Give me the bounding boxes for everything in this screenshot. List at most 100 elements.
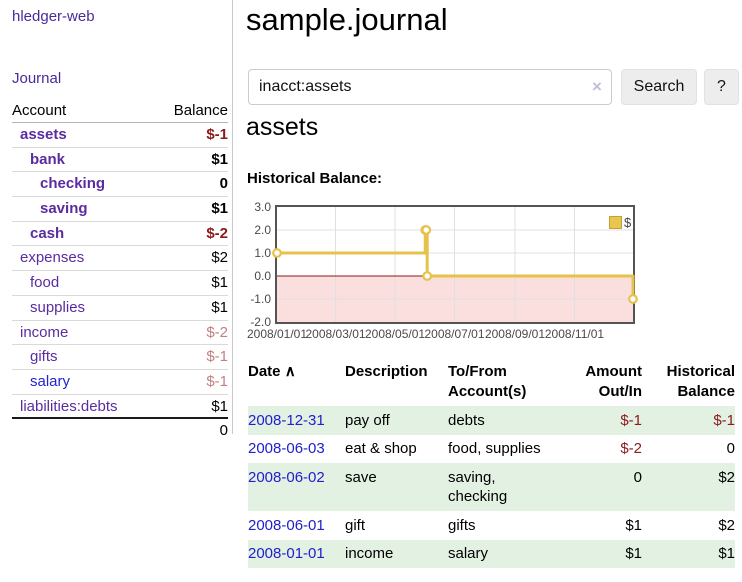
legend-swatch-icon (609, 216, 622, 229)
account-link-gifts[interactable]: gifts (30, 348, 58, 366)
account-balance: $-1 (206, 348, 228, 366)
column-header-to/from: To/From Account(s) (448, 362, 565, 406)
account-balance: 0 (219, 175, 228, 193)
transaction-description: gift (345, 516, 366, 534)
transaction-accounts: food, supplies (448, 440, 541, 457)
account-row: expenses $2 (12, 246, 228, 272)
transaction-balance: $1 (642, 539, 735, 568)
table-row: 2008-06-02 save saving, checking 0 $2 (248, 463, 735, 511)
account-heading: assets (246, 113, 319, 141)
help-button[interactable]: ? (704, 69, 739, 105)
account-balance: $1 (211, 397, 228, 415)
transaction-accounts: gifts (448, 516, 476, 534)
transaction-date-link[interactable]: 2008-06-02 (248, 468, 325, 486)
account-row: supplies $1 (12, 296, 228, 321)
column-header-description: Description (345, 362, 448, 406)
transaction-accounts: debts (448, 411, 485, 429)
transaction-balance: $-1 (642, 406, 735, 435)
table-row: 2008-06-01 gift gifts $1 $2 (248, 511, 735, 540)
balance-column-header: Balance (173, 102, 228, 119)
accounts-table-header: Account Balance (12, 100, 228, 123)
transaction-amount: $1 (565, 539, 642, 568)
account-row: income $-2 (12, 321, 228, 346)
x-axis-tick-label: 2008/05/01 (364, 327, 426, 341)
sidebar: hledger-web Journal Account Balance asse… (0, 0, 233, 439)
account-link-expenses[interactable]: expenses (20, 249, 85, 267)
account-balance: $-2 (206, 323, 228, 341)
account-row: assets $-1 (12, 123, 228, 148)
chart-legend: $ (609, 215, 631, 230)
sidebar-item-journal[interactable]: Journal (12, 70, 62, 87)
account-link-assets[interactable]: assets (20, 126, 67, 143)
account-link-salary[interactable]: salary (30, 372, 71, 390)
transaction-description: income (345, 539, 448, 568)
x-axis-tick-label: 2008/03/01 (305, 327, 366, 341)
transaction-description: save (345, 463, 448, 511)
y-axis-tick-label: 2.0 (254, 223, 271, 237)
account-balance: $1 (211, 298, 228, 316)
account-link-food[interactable]: food (30, 274, 60, 292)
account-link-checking[interactable]: checking (40, 175, 106, 193)
account-balance: $1 (211, 274, 228, 292)
search-button[interactable]: Search (621, 69, 697, 105)
y-axis-tick-label: 1.0 (254, 246, 271, 260)
account-link-supplies[interactable]: supplies (30, 298, 86, 316)
y-axis-tick-label: -2.0 (250, 315, 271, 329)
account-column-header: Account (12, 102, 67, 119)
y-axis-tick-label: -1.0 (250, 292, 271, 306)
account-balance: $-1 (206, 372, 228, 390)
account-balance: $-2 (206, 224, 228, 242)
account-row: bank $1 (12, 148, 228, 173)
column-header-amount: Amount Out/In (565, 362, 642, 406)
account-link-income[interactable]: income (20, 323, 69, 341)
transaction-accounts: saving, checking (448, 468, 508, 506)
app-brand-link[interactable]: hledger-web (12, 8, 95, 25)
transaction-amount: $-1 (565, 406, 642, 435)
account-row: saving $1 (12, 197, 228, 222)
transaction-date-link[interactable]: 2008-06-01 (248, 516, 325, 534)
column-header-historical: Historical Balance (642, 362, 735, 406)
transaction-balance: $2 (642, 463, 735, 511)
column-header-label: Amount Out/In (585, 363, 642, 400)
transaction-amount: 0 (565, 463, 642, 511)
x-axis-tick-label: 2008/09/01 (484, 327, 545, 341)
column-header-date[interactable]: Date ∧ (248, 362, 345, 406)
legend-label: $ (624, 215, 632, 230)
account-row: liabilities:debts $1 (12, 395, 228, 420)
transaction-accounts: salary (448, 545, 489, 562)
column-header-label: Historical Balance (666, 363, 735, 400)
transaction-amount: $-2 (620, 440, 642, 457)
account-balance: $1 (211, 150, 228, 168)
table-row: 2008-12-31 pay off debts $-1 $-1 (248, 406, 735, 435)
transaction-amount: $1 (625, 516, 642, 534)
x-axis-tick-label: 2008/01/01 (246, 327, 308, 341)
account-balance: $1 (211, 200, 228, 218)
account-balance: $2 (211, 249, 228, 267)
transaction-balance: $2 (718, 516, 735, 534)
accounts-total-value: 0 (219, 422, 228, 440)
x-axis-tick-label: 2008/07/01 (424, 327, 485, 341)
transaction-date-link[interactable]: 2008-01-01 (248, 545, 325, 562)
account-link-cash[interactable]: cash (30, 224, 65, 242)
account-row: cash $-2 (12, 222, 228, 247)
account-balance: $-1 (206, 126, 228, 143)
transaction-date-link[interactable]: 2008-06-03 (248, 440, 325, 457)
clear-search-icon[interactable]: × (592, 77, 602, 96)
historical-balance-chart: 3.0 2.0 1.0 0.0 -1.0 -2.0 2008/01/01 2008/03/01… (237, 200, 742, 345)
account-row: food $1 (12, 271, 228, 296)
x-axis-tick-label: 2008/11/01 (544, 327, 605, 341)
y-axis-tick-label: 0.0 (254, 269, 271, 283)
search-input[interactable] (248, 69, 612, 105)
page-title: sample.journal (246, 2, 448, 37)
accounts-total-row: 0 (12, 419, 228, 444)
account-link-saving[interactable]: saving (40, 200, 88, 218)
table-row: 2008-06-03 eat & shop food, supplies $-2 0 (248, 435, 735, 464)
account-row: gifts $-1 (12, 345, 228, 370)
column-header-label: Date (248, 363, 281, 380)
transaction-balance: 0 (726, 440, 735, 457)
transaction-description: pay off (345, 406, 448, 435)
account-link-bank[interactable]: bank (30, 150, 66, 168)
transaction-date-link[interactable]: 2008-12-31 (248, 411, 325, 429)
chart-title: Historical Balance: (247, 170, 383, 187)
account-link-liabilities-debts[interactable]: liabilities:debts (20, 397, 118, 415)
